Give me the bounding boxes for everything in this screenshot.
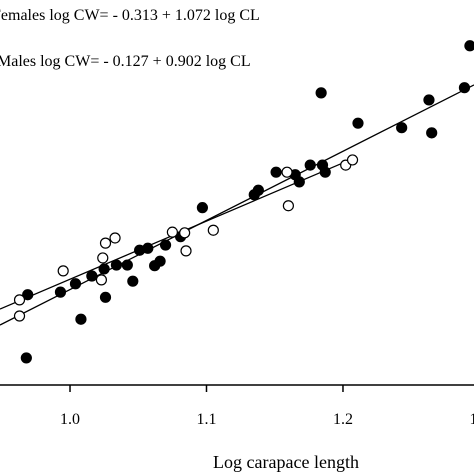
- point: [464, 40, 474, 52]
- point: [57, 265, 69, 277]
- point: [423, 94, 435, 106]
- point: [13, 294, 26, 306]
- x-axis-label: Log carapace length: [213, 452, 359, 472]
- annotation: Males log CW= - 0.127 + 0.902 log CL: [0, 53, 251, 70]
- point: [270, 166, 282, 178]
- point: [179, 227, 191, 239]
- point: [95, 274, 108, 286]
- point: [98, 263, 110, 275]
- point: [69, 278, 82, 290]
- x-tick-label: 1.2: [333, 411, 353, 428]
- point: [142, 242, 154, 254]
- point: [75, 313, 87, 325]
- point: [281, 166, 293, 178]
- point: [54, 286, 67, 298]
- point: [13, 310, 26, 322]
- point: [319, 166, 331, 178]
- point: [22, 289, 34, 301]
- point: [20, 352, 32, 364]
- point: [99, 237, 112, 249]
- point: [293, 176, 305, 188]
- point: [252, 184, 264, 196]
- point: [180, 245, 192, 257]
- point: [304, 159, 316, 171]
- point: [282, 200, 294, 212]
- point: [121, 259, 133, 271]
- x-tick-label: 1.3: [469, 411, 474, 428]
- point: [196, 202, 209, 214]
- point: [159, 239, 172, 251]
- point: [109, 232, 121, 244]
- point: [458, 82, 471, 94]
- point: [99, 291, 112, 303]
- x-tick-label: 1.0: [60, 411, 80, 428]
- point: [346, 154, 359, 166]
- point: [154, 255, 166, 267]
- point: [426, 127, 438, 139]
- point: [352, 117, 364, 129]
- annotation: Females log CW= - 0.313 + 1.072 log CL: [0, 7, 260, 24]
- point: [396, 122, 408, 134]
- point: [127, 275, 139, 287]
- fit-line: [0, 84, 474, 326]
- point: [97, 252, 109, 264]
- x-tick-label: 1.1: [196, 411, 216, 428]
- point: [207, 224, 219, 236]
- point: [315, 87, 327, 99]
- point: [110, 259, 123, 271]
- point: [86, 270, 98, 282]
- point: [166, 226, 178, 238]
